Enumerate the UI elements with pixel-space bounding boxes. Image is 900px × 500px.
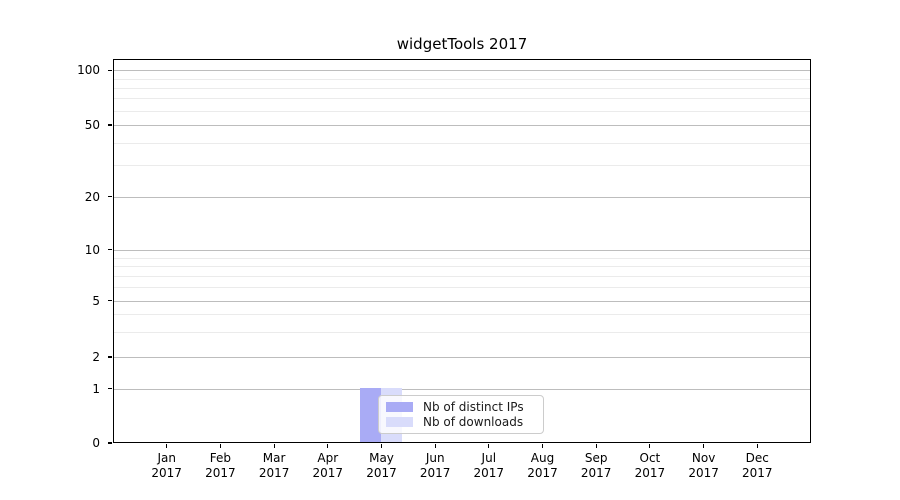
y-tick-mark [108, 69, 112, 71]
x-tick-label: Jun 2017 [419, 451, 451, 480]
y-tick-mark [108, 196, 112, 198]
x-tick-mark [166, 444, 168, 448]
chart-title: widgetTools 2017 [396, 35, 528, 53]
x-tick-label: Mar 2017 [258, 451, 290, 480]
x-tick-label: May 2017 [366, 451, 397, 480]
x-tick-mark [434, 444, 436, 448]
legend-swatch-downloads [386, 417, 413, 428]
x-tick-mark [219, 444, 221, 448]
minor-gridline [114, 275, 810, 277]
y-tick-label: 1 [92, 381, 100, 396]
x-tick-mark [756, 444, 758, 448]
major-gridline [114, 125, 810, 126]
y-tick-mark [108, 356, 112, 358]
minor-gridline [114, 314, 810, 316]
minor-gridline [114, 78, 810, 80]
major-gridline [114, 196, 810, 198]
y-tick-label: 2 [92, 350, 100, 364]
minor-gridline [114, 165, 810, 167]
x-tick-mark [703, 444, 705, 448]
y-tick-label: 20 [84, 189, 100, 204]
minor-gridline [114, 287, 810, 289]
minor-gridline [114, 266, 810, 268]
x-tick-label: Feb 2017 [205, 451, 236, 480]
major-gridline [114, 70, 810, 72]
x-tick-label: Apr 2017 [312, 451, 344, 480]
x-tick-mark [541, 444, 544, 448]
x-tick-mark [380, 444, 383, 448]
x-tick-mark [273, 444, 275, 448]
x-tick-label: Jul 2017 [473, 451, 505, 480]
legend-row: Nb of downloads [386, 415, 536, 429]
y-tick-mark [108, 124, 112, 126]
legend-box: Nb of distinct IPs Nb of downloads [378, 395, 544, 434]
x-tick-label: Jan 2017 [151, 451, 182, 480]
legend-label: Nb of downloads [423, 415, 524, 430]
bar-distinct-ips [360, 387, 382, 442]
major-gridline [114, 300, 810, 302]
x-tick-label: Sep 2017 [580, 451, 612, 480]
plot-area [113, 59, 811, 443]
x-tick-label: Oct 2017 [634, 451, 666, 480]
minor-gridline [114, 110, 810, 112]
x-tick-mark [595, 444, 597, 448]
minor-gridline [114, 332, 810, 333]
y-tick-label: 100 [77, 63, 100, 78]
minor-gridline [114, 257, 810, 259]
y-tick-mark [108, 299, 112, 302]
y-tick-label: 0 [92, 436, 100, 450]
y-tick-mark [108, 387, 112, 390]
legend-swatch-distinct-ips [386, 401, 413, 412]
y-tick-mark [108, 249, 112, 251]
y-tick-label: 50 [84, 118, 100, 132]
x-tick-label: Nov 2017 [688, 451, 719, 480]
minor-gridline [114, 98, 810, 100]
y-tick-mark [108, 442, 112, 444]
x-tick-mark [649, 444, 651, 448]
minor-gridline [114, 87, 810, 89]
y-tick-label: 5 [92, 293, 100, 308]
x-tick-label: Aug 2017 [527, 451, 558, 480]
major-gridline [114, 249, 810, 251]
x-tick-label: Dec 2017 [742, 451, 773, 480]
x-tick-mark [488, 444, 490, 448]
major-gridline [114, 388, 810, 390]
x-tick-mark [327, 444, 329, 448]
legend-label: Nb of distinct IPs [423, 399, 524, 414]
minor-gridline [114, 142, 810, 144]
y-tick-label: 10 [84, 242, 100, 257]
legend-row: Nb of distinct IPs [386, 400, 536, 414]
major-gridline [114, 357, 810, 358]
